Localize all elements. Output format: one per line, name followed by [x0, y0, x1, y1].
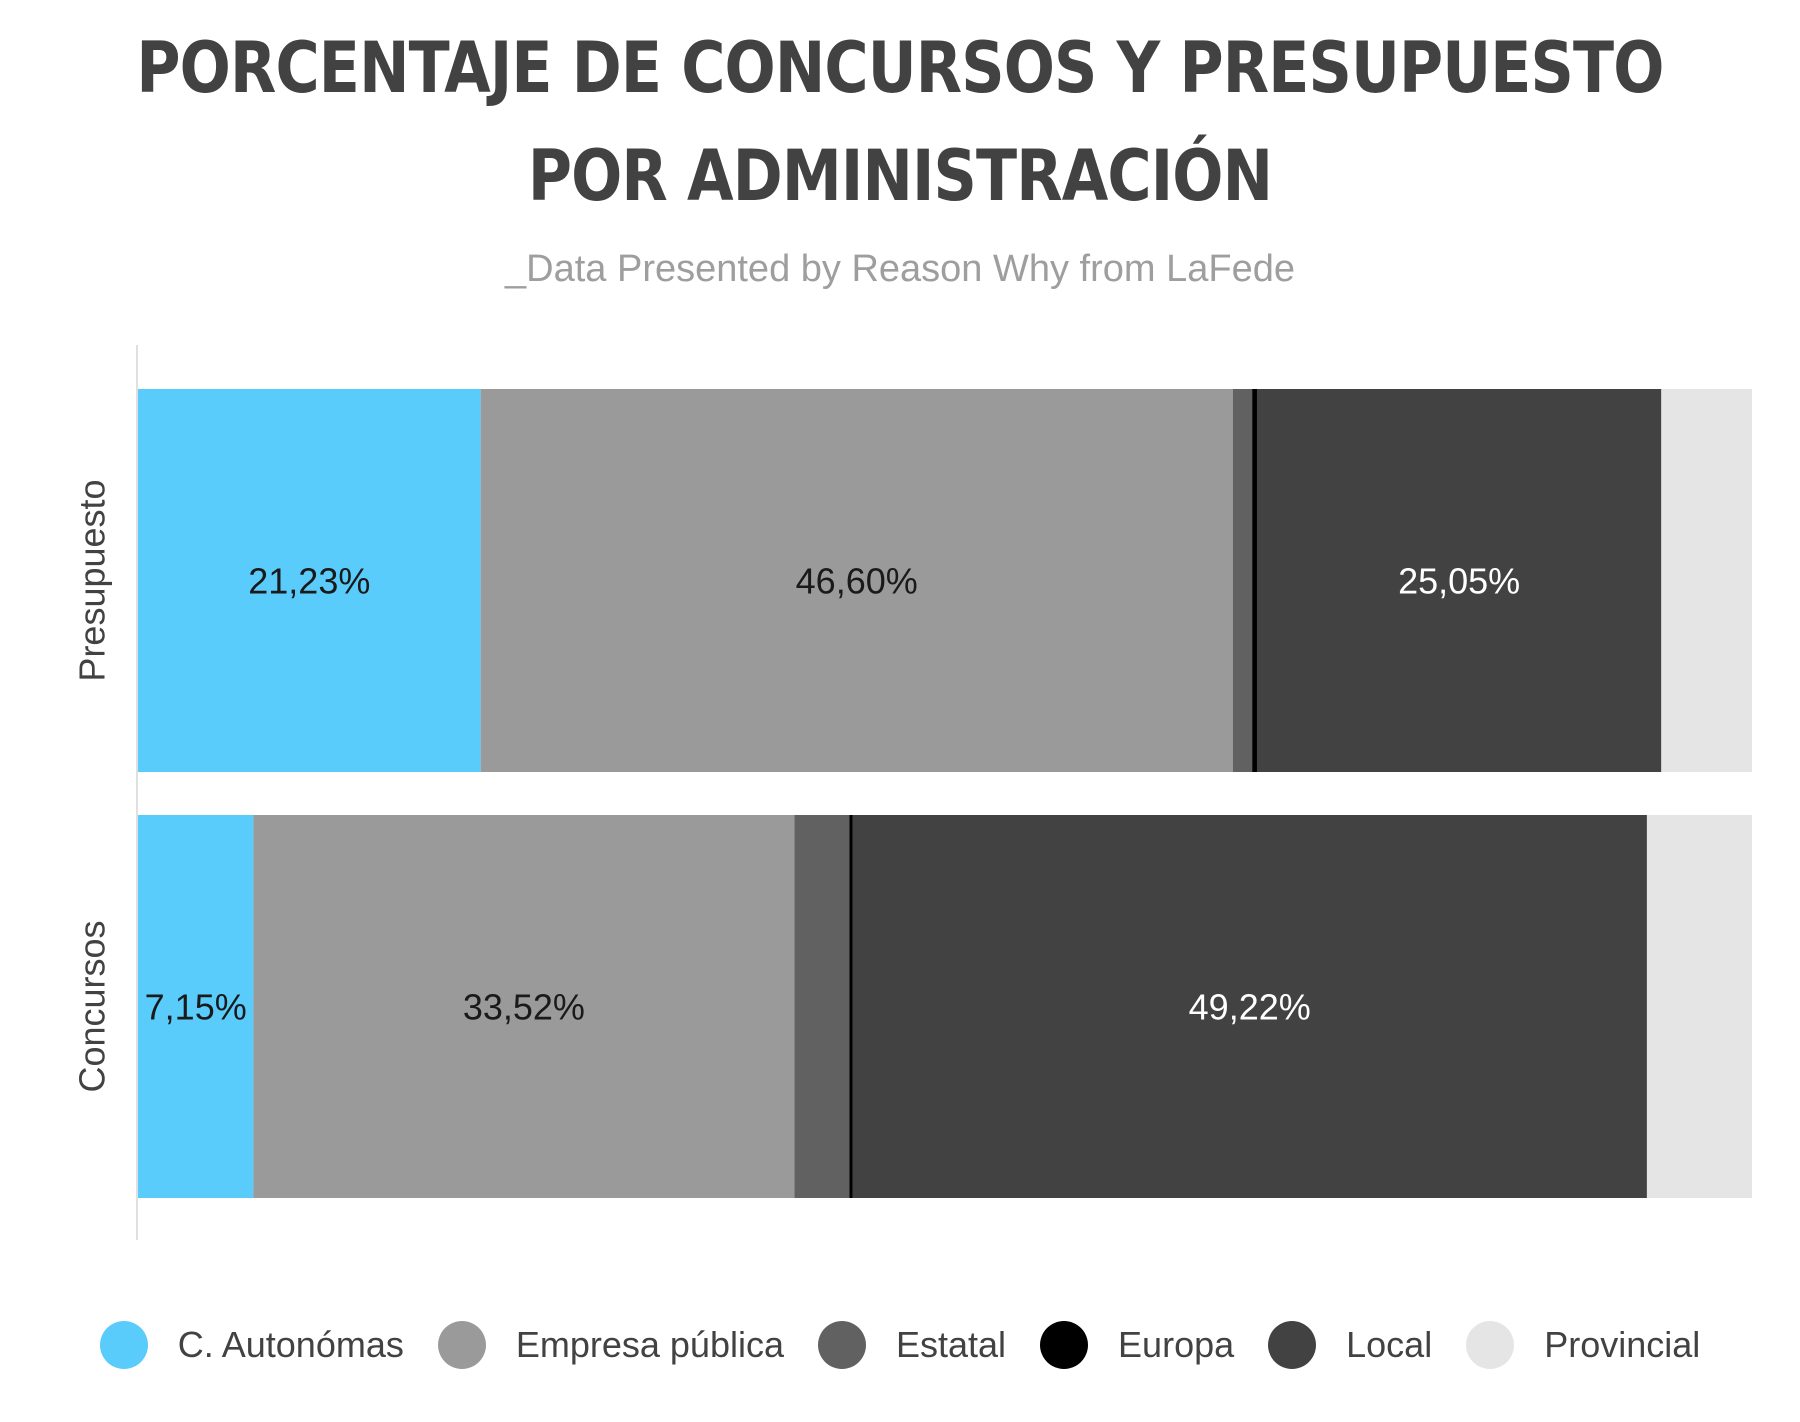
- legend-swatch-local: [1268, 1321, 1317, 1369]
- labels-layer: 21,23% 46,60% 25,05% 7,15% 33,52% 49,22%: [145, 561, 1521, 1028]
- category-labels: Presupuesto Concursos: [72, 479, 113, 1092]
- legend-label-estatal: Estatal: [895, 1324, 1007, 1365]
- legend-label-local: Local: [1346, 1324, 1433, 1365]
- legend-swatch-provincial: [1466, 1321, 1515, 1369]
- legend-label-europa: Europa: [1118, 1324, 1235, 1365]
- bar-presupuesto-provincial: [1661, 389, 1752, 772]
- legend-item-empresa-publica: Empresa pública: [437, 1321, 784, 1369]
- bar-presupuesto-europa: [1252, 389, 1257, 772]
- data-label-concursos-empresa-publica: 33,52%: [463, 987, 585, 1028]
- legend-swatch-c-autonomas: [99, 1321, 148, 1369]
- category-label-presupuesto: Presupuesto: [72, 479, 113, 681]
- legend-label-c-autonomas: C. Autonómas: [177, 1324, 404, 1365]
- bar-presupuesto-local: [1256, 389, 1662, 772]
- legend: C. Autonómas Empresa pública Estatal Europa…: [0, 1310, 1800, 1380]
- legend-label-empresa-publica: Empresa pública: [515, 1324, 784, 1365]
- bar-presupuesto-empresa-publica: [480, 389, 1233, 772]
- legend-swatch-estatal: [817, 1321, 866, 1369]
- bar-concursos-empresa-publica: [253, 815, 795, 1198]
- category-label-concursos: Concursos: [72, 920, 113, 1092]
- chart-title: PORCENTAJE DE CONCURSOS Y PRESUPUESTO PO…: [126, 14, 1674, 230]
- legend-item-c-autonomas: C. Autonómas: [99, 1321, 404, 1369]
- bar-presupuesto-c-autonomas: [138, 389, 481, 772]
- bar-concursos-europa: [849, 815, 853, 1198]
- legend-item-estatal: Estatal: [817, 1321, 1007, 1369]
- legend-label-provincial: Provincial: [1544, 1324, 1701, 1365]
- legend-swatch-empresa-publica: [437, 1321, 486, 1369]
- chart-title-line-2: POR ADMINISTRACIÓN: [527, 135, 1273, 217]
- data-label-concursos-c-autonomas: 7,15%: [145, 987, 247, 1028]
- bar-concursos-local: [852, 815, 1647, 1198]
- data-label-presupuesto-c-autonomas: 21,23%: [248, 561, 370, 602]
- bars-layer: [138, 389, 1752, 1198]
- bar-concursos-c-autonomas: [138, 815, 254, 1198]
- legend-item-local: Local: [1268, 1321, 1432, 1369]
- stacked-bar-chart: 21,23% 46,60% 25,05% 7,15% 33,52% 49,22% Pres…: [72, 345, 1752, 1240]
- bar-presupuesto-estatal: [1232, 389, 1253, 772]
- chart-subtitle: _Data Presented by Reason Why from LaFed…: [505, 248, 1295, 290]
- data-label-concursos-local: 49,22%: [1189, 987, 1311, 1028]
- legend-item-europa: Europa: [1040, 1321, 1234, 1369]
- legend-item-provincial: Provincial: [1466, 1321, 1700, 1369]
- data-label-presupuesto-local: 25,05%: [1398, 561, 1520, 602]
- bar-concursos-provincial: [1646, 815, 1752, 1198]
- legend-swatch-europa: [1040, 1321, 1089, 1369]
- bar-concursos-estatal: [794, 815, 850, 1198]
- data-label-presupuesto-empresa-publica: 46,60%: [796, 561, 918, 602]
- chart-title-line-1: PORCENTAJE DE CONCURSOS Y PRESUPUESTO: [136, 27, 1664, 109]
